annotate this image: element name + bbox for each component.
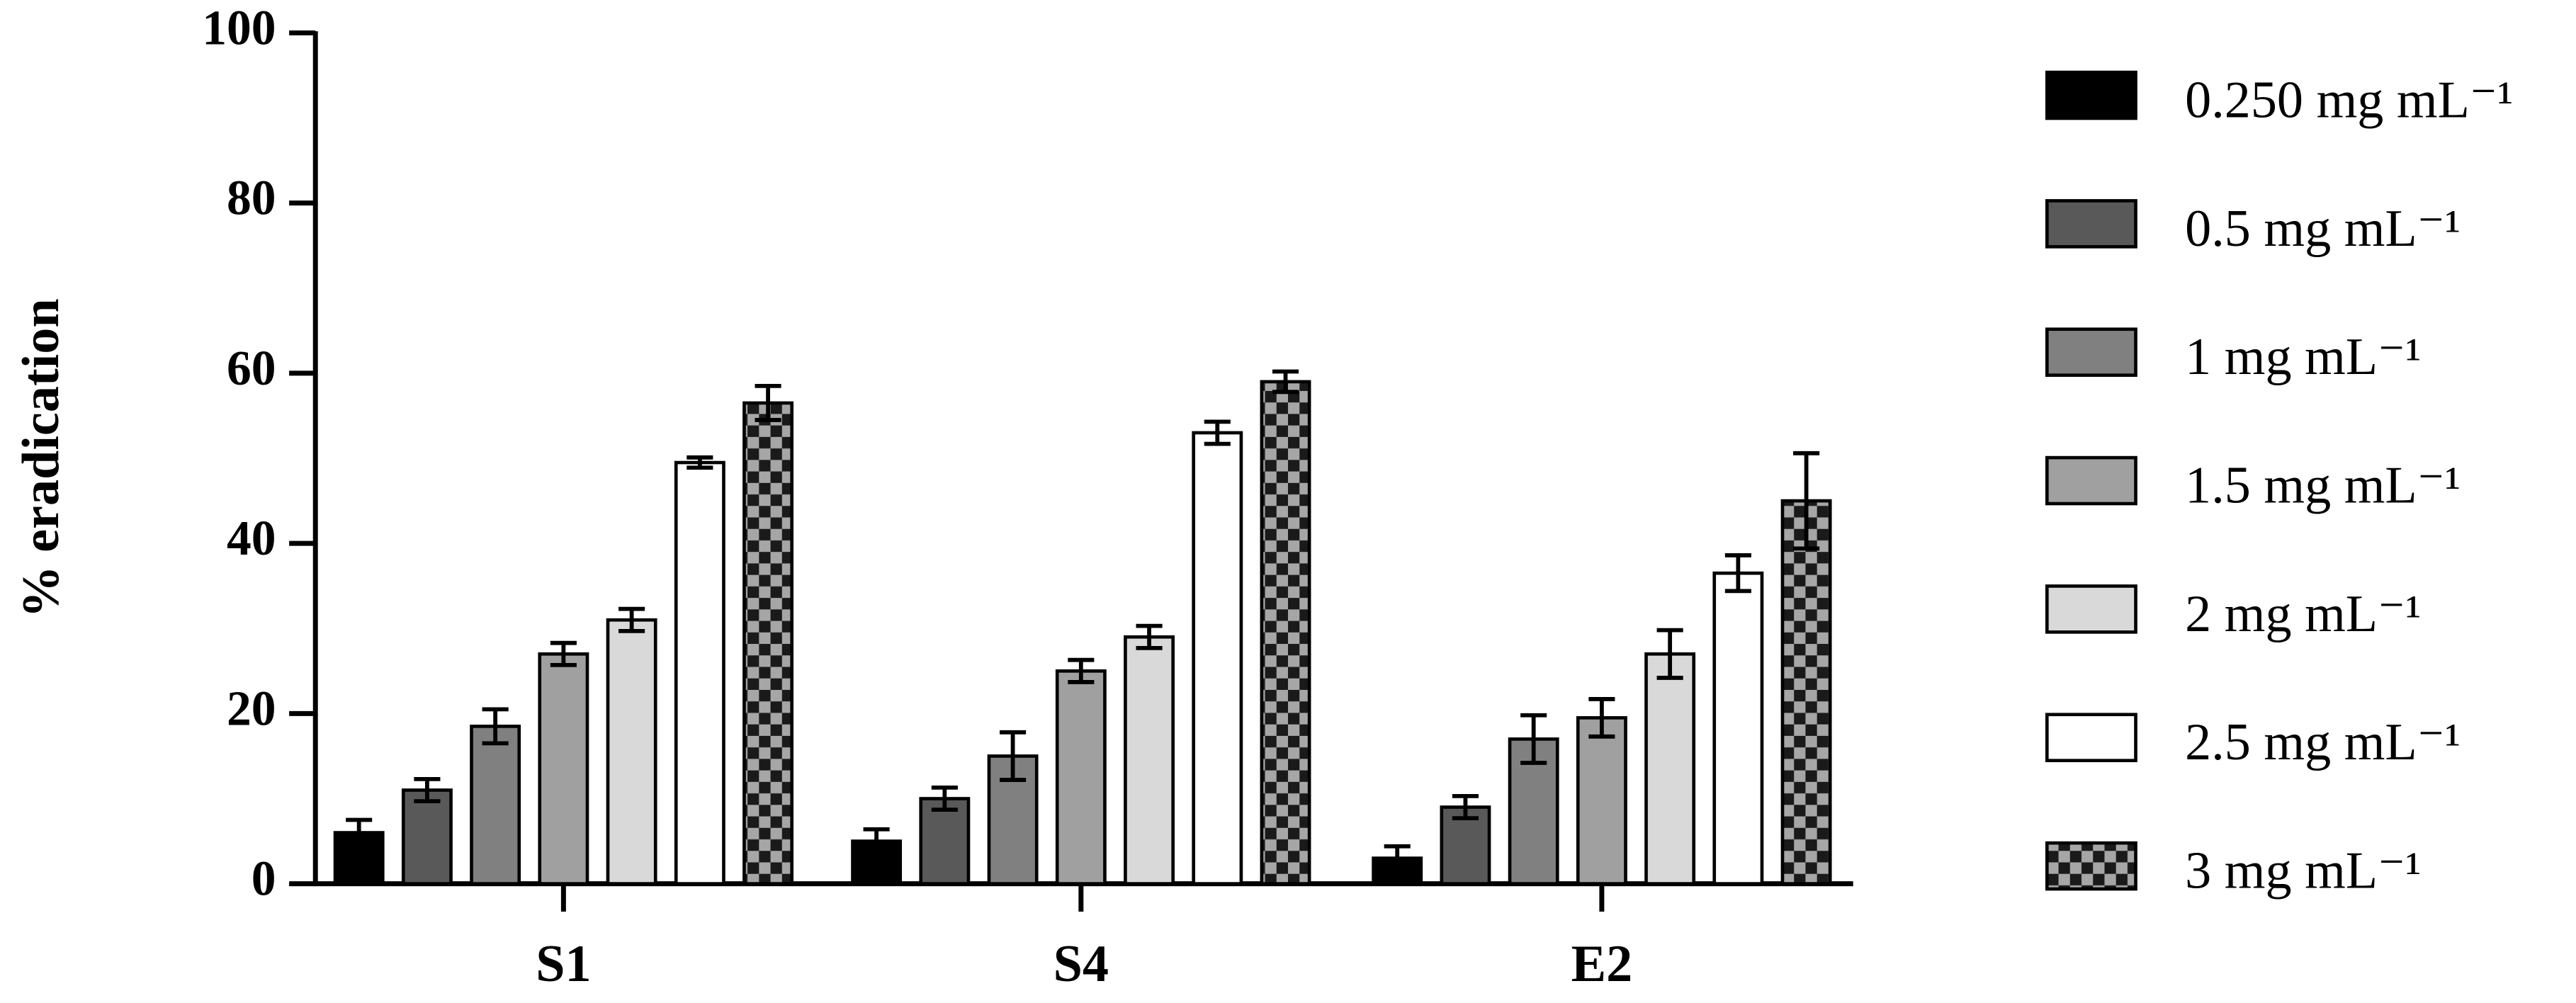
bar — [1260, 380, 1311, 885]
error-bar — [482, 707, 509, 746]
legend-label: 2.5 mg mL⁻¹ — [2185, 713, 2461, 771]
error-bar — [1272, 369, 1299, 395]
bar — [538, 652, 589, 885]
bar — [1576, 716, 1627, 885]
error-bar — [1384, 844, 1411, 873]
legend-label: 0.250 mg mL⁻¹ — [2185, 71, 2513, 129]
error-bar — [1068, 657, 1095, 684]
error-bar — [618, 606, 645, 633]
legend-swatch — [2045, 455, 2137, 506]
error-bar — [1793, 450, 1820, 551]
bar — [470, 725, 521, 885]
legend-label: 3 mg mL⁻¹ — [2185, 842, 2421, 900]
bar — [919, 797, 971, 885]
bar — [674, 460, 725, 885]
error-bar — [1656, 628, 1683, 680]
error-bar — [1724, 553, 1751, 594]
bar — [1055, 669, 1107, 885]
y-tick-label: 80 — [227, 171, 276, 226]
y-tick-label: 0 — [252, 852, 276, 907]
bar — [1644, 652, 1696, 885]
y-axis-label: % eradication — [12, 298, 70, 618]
error-bar — [414, 776, 441, 803]
error-bar — [550, 640, 577, 667]
error-bar — [1000, 730, 1027, 782]
error-bar — [346, 817, 373, 848]
x-tick-label: S4 — [1053, 935, 1109, 993]
legend-label: 1.5 mg mL⁻¹ — [2185, 456, 2461, 514]
bar — [1780, 499, 1832, 885]
y-tick-label: 100 — [202, 1, 276, 55]
bar — [742, 401, 794, 885]
bar — [1192, 431, 1243, 885]
y-tick-label: 20 — [227, 681, 276, 736]
legend-swatch — [2045, 713, 2137, 763]
bar — [401, 788, 453, 885]
x-tick-label: E2 — [1571, 935, 1633, 993]
error-bar — [1136, 623, 1163, 650]
legend-label: 0.5 mg mL⁻¹ — [2185, 200, 2461, 258]
x-tick-label: S1 — [536, 935, 591, 993]
error-bar — [1520, 713, 1547, 765]
error-bar — [1204, 419, 1231, 446]
error-bar — [755, 384, 781, 422]
bar — [1124, 635, 1175, 885]
legend-swatch — [2045, 327, 2137, 377]
legend-swatch — [2045, 841, 2137, 891]
error-bar — [931, 785, 958, 812]
bar — [1712, 571, 1764, 885]
legend-swatch — [2045, 199, 2137, 249]
legend-label: 2 mg mL⁻¹ — [2185, 585, 2421, 643]
legend-swatch — [2045, 70, 2137, 120]
error-bar — [863, 827, 890, 856]
legend-swatch — [2045, 584, 2137, 634]
error-bar — [1588, 697, 1615, 739]
error-bar — [687, 455, 713, 470]
y-tick-label: 60 — [227, 341, 276, 396]
y-tick-label: 40 — [227, 511, 276, 566]
legend-label: 1 mg mL⁻¹ — [2185, 328, 2421, 386]
bar — [606, 618, 657, 885]
error-bar — [1452, 793, 1479, 821]
